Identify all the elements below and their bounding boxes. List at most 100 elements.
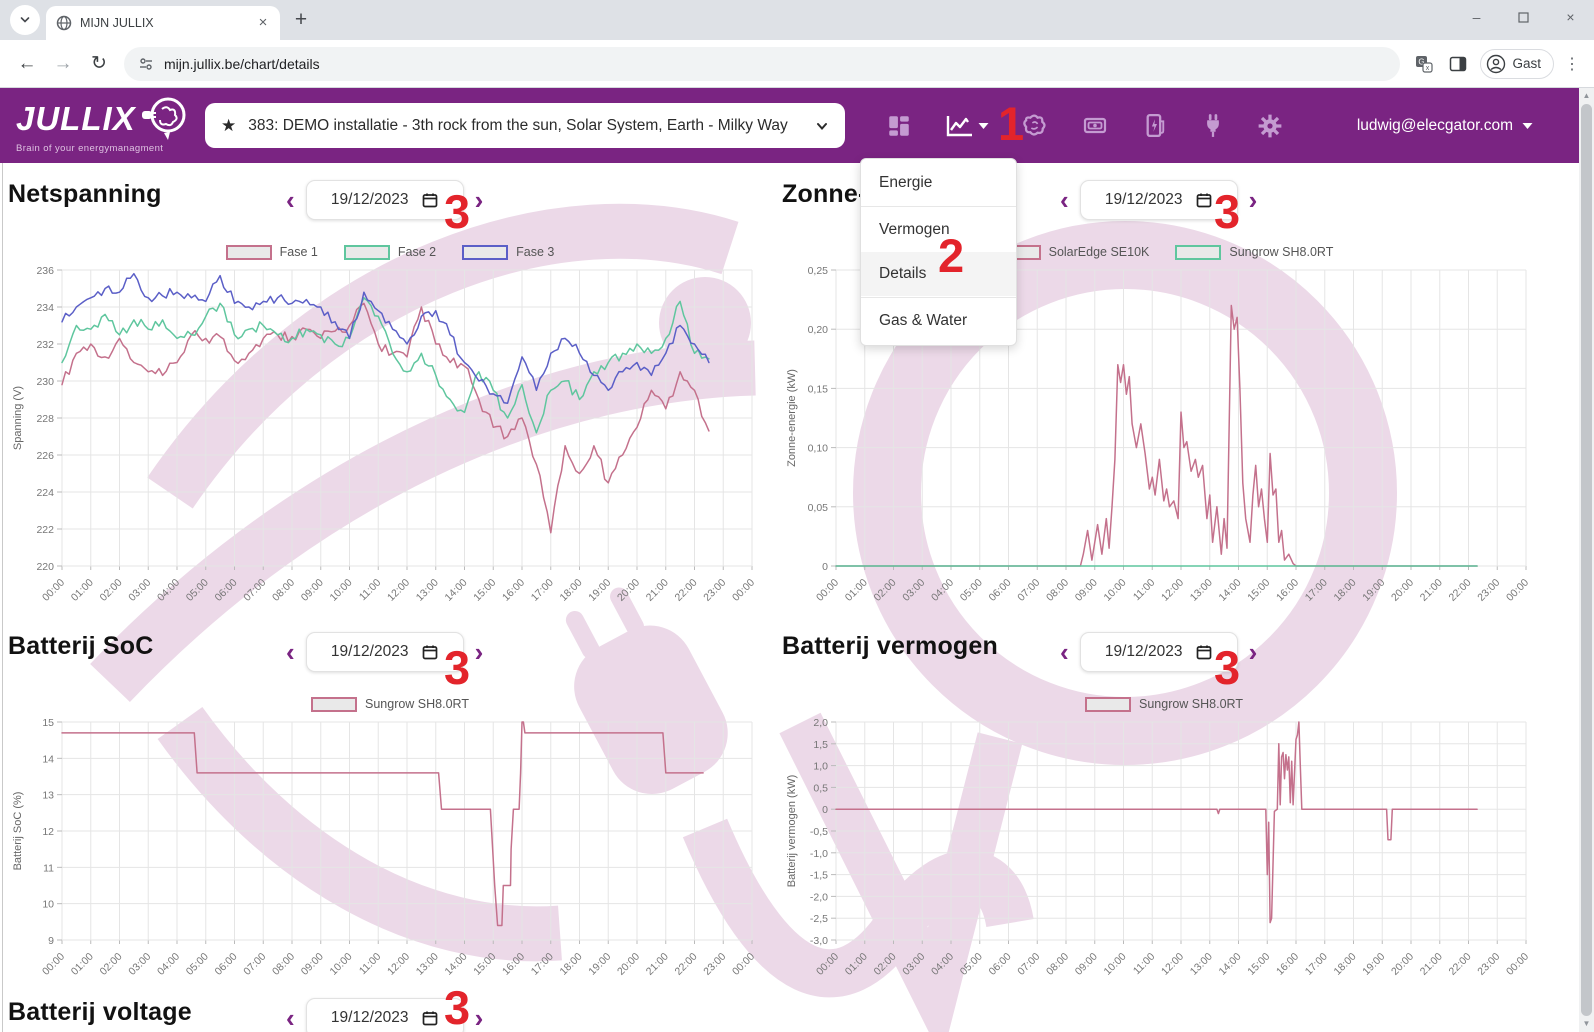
date-input[interactable]: 19/12/2023 xyxy=(305,998,464,1032)
browser-menu-icon[interactable]: ⋮ xyxy=(1564,55,1580,73)
svg-text:9: 9 xyxy=(48,935,54,947)
window-close-button[interactable]: × xyxy=(1566,9,1575,25)
scrollbar-thumb[interactable] xyxy=(1581,104,1592,1016)
prev-day-button[interactable]: ‹ xyxy=(286,185,295,215)
tab-title: MIJN JULLIX xyxy=(80,16,154,30)
svg-text:05:00: 05:00 xyxy=(184,577,211,604)
svg-text:11: 11 xyxy=(43,862,54,874)
menu-divider xyxy=(861,297,1016,298)
calendar-icon[interactable] xyxy=(422,192,438,208)
datepicker-batterij-voltage: ‹ 19/12/2023 › xyxy=(284,998,485,1032)
tab-search-button[interactable] xyxy=(10,5,40,35)
svg-text:17:00: 17:00 xyxy=(529,577,556,604)
legend-item[interactable]: Fase 2 xyxy=(343,244,436,260)
next-day-button[interactable]: › xyxy=(474,1003,484,1032)
calendar-icon[interactable] xyxy=(1196,644,1212,660)
scroll-down-icon[interactable]: ▼ xyxy=(1582,1019,1591,1028)
date-value: 19/12/2023 xyxy=(1104,191,1183,208)
date-input[interactable]: 19/12/2023 xyxy=(305,632,464,672)
svg-text:23:00: 23:00 xyxy=(1475,951,1502,978)
date-value: 19/12/2023 xyxy=(330,643,409,660)
billing-icon[interactable] xyxy=(1082,113,1110,139)
app-header: JULLIX Brain of your energymanagment ★ 3… xyxy=(0,88,1579,163)
svg-text:02:00: 02:00 xyxy=(872,577,899,604)
side-panel-icon[interactable] xyxy=(1442,48,1474,80)
prev-day-button[interactable]: ‹ xyxy=(1060,185,1069,215)
date-input[interactable]: 19/12/2023 xyxy=(305,180,464,220)
legend-item[interactable]: Sungrow SH8.0RT xyxy=(311,696,469,712)
url-text: mijn.jullix.be/chart/details xyxy=(164,55,320,72)
back-button[interactable]: ← xyxy=(17,52,37,74)
reload-button[interactable]: ↻ xyxy=(91,53,107,74)
page-scrollbar[interactable]: ▲ ▼ xyxy=(1579,88,1594,1032)
ai-brain-icon[interactable] xyxy=(1022,113,1049,139)
menu-item-gas-water[interactable]: Gas & Water xyxy=(879,312,968,329)
calendar-icon[interactable] xyxy=(1196,192,1212,208)
window-minimize-button[interactable]: – xyxy=(1472,9,1481,25)
next-day-button[interactable]: › xyxy=(474,185,484,215)
window-maximize-button[interactable] xyxy=(1500,0,1547,34)
datepicker-netspanning: ‹ 19/12/2023 › xyxy=(284,180,485,220)
dashboard-icon[interactable] xyxy=(886,113,912,139)
menu-item-vermogen[interactable]: Vermogen xyxy=(879,221,950,238)
next-day-button[interactable]: › xyxy=(1248,637,1258,667)
legend-swatch xyxy=(1175,244,1222,260)
next-day-button[interactable]: › xyxy=(1248,185,1258,215)
prev-day-button[interactable]: ‹ xyxy=(1060,637,1069,667)
chart-zonne-energie: 0 0,05 0,10 0,15 0,20 0,25 00:00 01:00 02:00 03:0… xyxy=(782,264,1546,632)
svg-text:12:00: 12:00 xyxy=(385,951,412,978)
jullix-logo[interactable]: JULLIX Brain of your energymanagment xyxy=(16,95,192,154)
tab-close-icon[interactable]: × xyxy=(258,14,268,31)
svg-text:03:00: 03:00 xyxy=(900,951,927,978)
panel-batterij-soc: Batterij SoC ‹ 19/12/2023 › Sungrow SH8.… xyxy=(8,632,772,996)
svg-text:04:00: 04:00 xyxy=(155,951,182,978)
scroll-up-icon[interactable]: ▲ xyxy=(1582,91,1591,100)
prev-day-button[interactable]: ‹ xyxy=(286,1003,295,1032)
svg-text:00:00: 00:00 xyxy=(730,577,757,604)
svg-text:15:00: 15:00 xyxy=(471,951,498,978)
site-settings-icon[interactable] xyxy=(138,56,154,72)
svg-text:0,25: 0,25 xyxy=(808,265,829,277)
svg-text:16:00: 16:00 xyxy=(500,951,527,978)
ev-charger-icon[interactable] xyxy=(1143,112,1169,139)
next-day-button[interactable]: › xyxy=(474,637,484,667)
legend-item[interactable]: Fase 1 xyxy=(225,244,318,260)
svg-text:22:00: 22:00 xyxy=(673,577,700,604)
svg-text:09:00: 09:00 xyxy=(299,577,326,604)
chart-batterij-vermogen: -3,0 -2,5 -2,0 -1,5 -1,0 -0,5 0 0,5 1,0 1,5 2,0 00:… xyxy=(782,716,1546,996)
svg-text:00:00: 00:00 xyxy=(814,951,841,978)
chart-title-batterij-soc: Batterij SoC xyxy=(8,632,154,660)
chart-title-batterij-vermogen: Batterij vermogen xyxy=(782,632,998,660)
browser-tab[interactable]: MIJN JULLIX × xyxy=(46,6,280,40)
svg-text:05:00: 05:00 xyxy=(184,951,211,978)
svg-text:21:00: 21:00 xyxy=(1418,577,1445,604)
svg-text:220: 220 xyxy=(36,561,54,573)
svg-text:13:00: 13:00 xyxy=(414,577,441,604)
user-menu[interactable]: ludwig@elecgator.com xyxy=(1357,88,1533,163)
legend-item[interactable]: SolarEdge SE10K xyxy=(994,244,1149,260)
profile-button[interactable]: Gast xyxy=(1480,48,1554,79)
prev-day-button[interactable]: ‹ xyxy=(286,637,295,667)
address-bar[interactable]: mijn.jullix.be/chart/details xyxy=(124,46,1401,81)
forward-button[interactable]: → xyxy=(53,52,73,74)
legend-item[interactable]: Fase 3 xyxy=(462,244,554,260)
legend-item[interactable]: Sungrow SH8.0RT xyxy=(1175,244,1333,260)
new-tab-button[interactable]: + xyxy=(294,8,308,31)
svg-text:13: 13 xyxy=(42,790,54,802)
installation-selector[interactable]: ★ 383: DEMO installatie - 3th rock from … xyxy=(205,103,845,148)
menu-item-energie[interactable]: Energie xyxy=(879,174,933,191)
date-input[interactable]: 19/12/2023 xyxy=(1079,632,1238,672)
settings-gear-icon[interactable] xyxy=(1257,113,1283,139)
svg-text:07:00: 07:00 xyxy=(1015,951,1042,978)
devices-plug-icon[interactable] xyxy=(1202,112,1224,139)
svg-text:0,20: 0,20 xyxy=(808,324,829,336)
calendar-icon[interactable] xyxy=(422,644,438,660)
menu-item-details[interactable]: Details xyxy=(861,252,1016,296)
svg-text:18:00: 18:00 xyxy=(558,951,585,978)
charts-menu-icon[interactable] xyxy=(945,113,989,139)
date-input[interactable]: 19/12/2023 xyxy=(1079,180,1238,220)
calendar-icon[interactable] xyxy=(422,1010,438,1026)
legend-item[interactable]: Sungrow SH8.0RT xyxy=(1085,696,1243,712)
svg-text:01:00: 01:00 xyxy=(69,951,96,978)
